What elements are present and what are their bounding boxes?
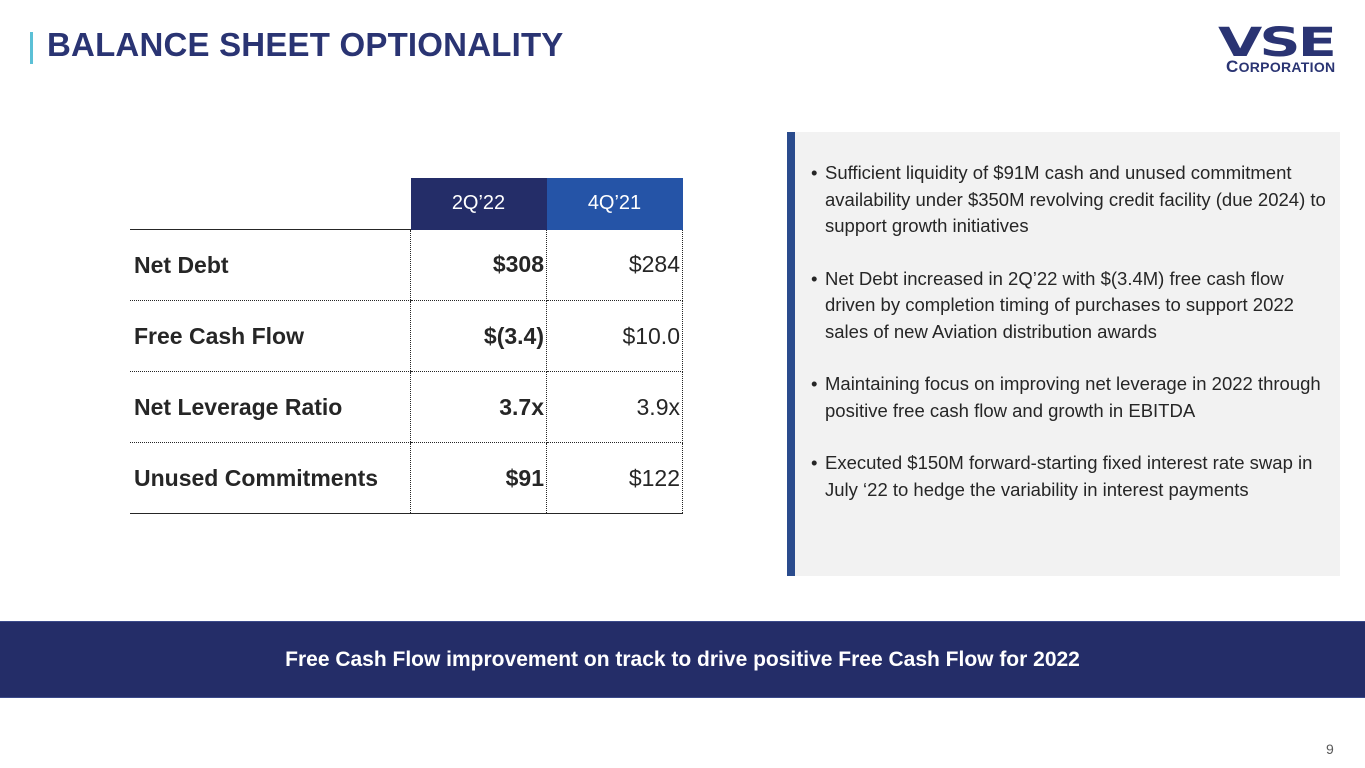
logo-wordmark: VSE <box>1218 20 1334 66</box>
balance-sheet-table: ($ in millions) 2Q’22 4Q’21 Net Debt $30… <box>130 178 683 514</box>
table-header-row: ($ in millions) 2Q’22 4Q’21 <box>130 178 683 230</box>
title-accent-bar <box>30 32 33 64</box>
cell-4q21: 3.9x <box>546 371 683 443</box>
list-item-text: Maintaining focus on improving net lever… <box>825 373 1321 421</box>
page-title: BALANCE SHEET OPTIONALITY <box>47 26 564 63</box>
cell-4q21: $122 <box>546 442 683 514</box>
vse-logo: VSE <box>1218 20 1336 66</box>
row-label: Net Leverage Ratio <box>130 371 411 443</box>
table-row: Unused Commitments $91 $122 <box>130 442 683 514</box>
row-label: Free Cash Flow <box>130 300 411 372</box>
logo-subtitle: CORPORATION <box>1226 57 1336 76</box>
bullet-icon: • <box>811 162 818 183</box>
list-item-text: Net Debt increased in 2Q’22 with $(3.4M)… <box>825 267 1294 342</box>
table-row: Net Leverage Ratio 3.7x 3.9x <box>130 371 683 443</box>
list-item: • Maintaining focus on improving net leve… <box>811 371 1328 424</box>
cell-4q21: $10.0 <box>546 300 683 372</box>
bullet-icon: • <box>811 452 818 473</box>
table-row: Net Debt $308 $284 <box>130 229 683 301</box>
list-item: • Executed $150M forward-starting fixed i… <box>811 450 1328 503</box>
units-label: ($ in millions) <box>130 178 411 230</box>
cell-4q21: $284 <box>546 229 683 301</box>
cell-2q22: $91 <box>410 442 547 514</box>
cell-2q22: $308 <box>410 229 547 301</box>
list-item: • Net Debt increased in 2Q’22 with $(3.4M… <box>811 266 1328 346</box>
row-label: Net Debt <box>130 229 411 301</box>
bullet-icon: • <box>811 373 818 394</box>
bullet-icon: • <box>811 267 818 289</box>
list-item-text: Sufficient liquidity of $91M cash and un… <box>825 162 1326 236</box>
table-row: Free Cash Flow $(3.4) $10.0 <box>130 300 683 372</box>
banner-text: Free Cash Flow improvement on track to d… <box>285 647 1080 671</box>
cell-2q22: $(3.4) <box>410 300 547 372</box>
list-item-text: Executed $150M forward-starting fixed in… <box>825 452 1313 500</box>
column-header-4q21: 4Q’21 <box>546 178 683 230</box>
summary-banner: Free Cash Flow improvement on track to d… <box>0 621 1365 698</box>
commentary-callout: • Sufficient liquidity of $91M cash and u… <box>787 132 1340 576</box>
row-label: Unused Commitments <box>130 442 411 514</box>
commentary-list: • Sufficient liquidity of $91M cash and u… <box>795 132 1340 503</box>
page-number: 9 <box>1326 741 1334 757</box>
cell-2q22: 3.7x <box>410 371 547 443</box>
list-item: • Sufficient liquidity of $91M cash and u… <box>811 160 1328 240</box>
column-header-2q22: 2Q’22 <box>410 178 547 230</box>
